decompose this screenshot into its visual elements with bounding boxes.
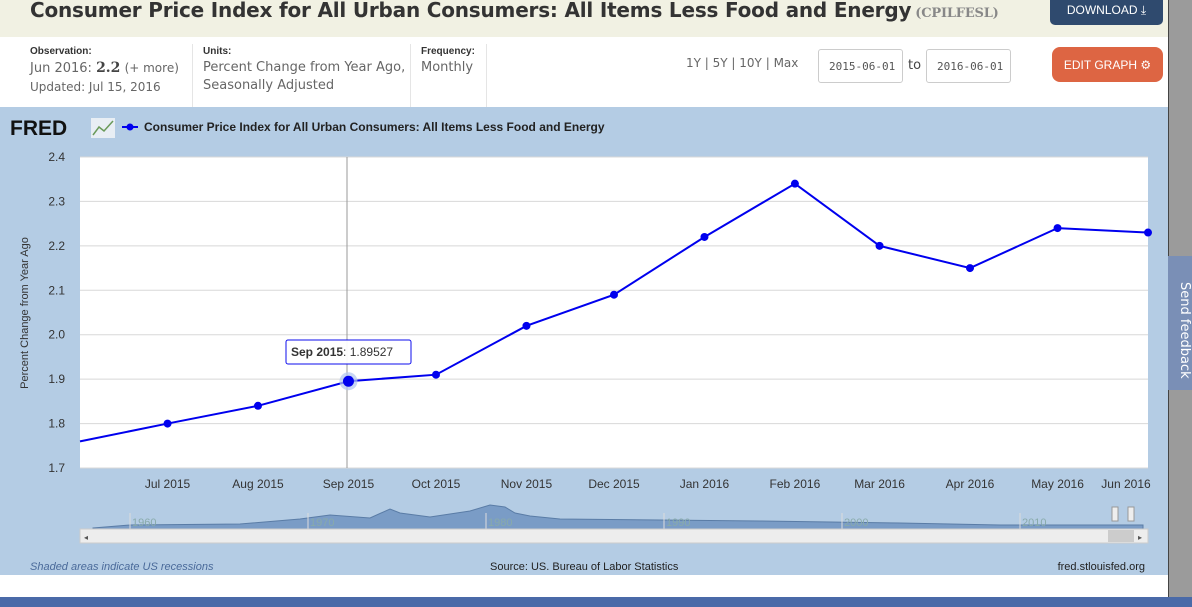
x-tick-label: Jul 2015 bbox=[145, 477, 191, 491]
navigator-label: 2000 bbox=[844, 517, 868, 529]
tooltip-value: 1.89527 bbox=[350, 345, 394, 359]
x-tick-label: May 2016 bbox=[1031, 477, 1084, 491]
data-point[interactable] bbox=[342, 375, 354, 387]
x-tick-label: Aug 2015 bbox=[232, 477, 284, 491]
x-tick-label: Jun 2016 bbox=[1101, 477, 1151, 491]
y-tick-label: 2.3 bbox=[48, 194, 65, 208]
download-button[interactable]: DOWNLOAD ⤓ bbox=[1050, 0, 1163, 25]
divider bbox=[410, 44, 411, 107]
divider bbox=[192, 44, 193, 107]
observation-label: Observation: bbox=[30, 46, 92, 57]
observation-value: 2.2 bbox=[96, 60, 121, 76]
y-axis-label: Percent Change from Year Ago bbox=[19, 237, 31, 389]
observation-date: Jun 2016: bbox=[30, 61, 92, 76]
range-5y[interactable]: 5Y bbox=[712, 56, 728, 70]
site-link[interactable]: fred.stlouisfed.org bbox=[1058, 561, 1145, 573]
fred-logo: FRED bbox=[10, 117, 67, 140]
download-icon: ⤓ bbox=[1140, 3, 1147, 17]
tooltip: Sep 2015: 1.89527 bbox=[285, 339, 412, 365]
navigator-label: 1980 bbox=[488, 517, 512, 529]
data-point[interactable] bbox=[163, 419, 172, 428]
x-tick-label: Dec 2015 bbox=[588, 477, 640, 491]
y-tick-label: 2.0 bbox=[48, 328, 65, 342]
svg-text:◂: ◂ bbox=[84, 533, 88, 542]
bottom-bar bbox=[0, 597, 1192, 607]
y-tick-label: 1.7 bbox=[48, 461, 65, 475]
recessions-note: Shaded areas indicate US recessions bbox=[30, 561, 214, 573]
x-tick-label: Feb 2016 bbox=[770, 477, 821, 491]
source-note: Source: US. Bureau of Labor Statistics bbox=[490, 561, 679, 573]
y-tick-label: 2.1 bbox=[48, 283, 65, 297]
data-point[interactable] bbox=[790, 179, 799, 188]
range-max[interactable]: Max bbox=[773, 56, 799, 70]
frequency-value: Monthly bbox=[421, 60, 474, 75]
range-1y[interactable]: 1Y bbox=[686, 56, 701, 70]
x-tick-label: Oct 2015 bbox=[412, 477, 461, 491]
units-value-1: Percent Change from Year Ago, bbox=[203, 60, 406, 75]
series-title: Consumer Price Index for All Urban Consu… bbox=[30, 0, 912, 22]
plot-area bbox=[80, 157, 1148, 468]
range-selector: 1Y | 5Y | 10Y | Max bbox=[686, 56, 799, 70]
data-point[interactable] bbox=[875, 241, 884, 250]
more-link[interactable]: (+ more) bbox=[124, 61, 179, 75]
navigator-label: 1970 bbox=[310, 517, 334, 529]
page-title: Consumer Price Index for All Urban Consu… bbox=[30, 0, 999, 22]
updated-date: Updated: Jul 15, 2016 bbox=[30, 80, 161, 94]
navigator[interactable]: 1960 1970 1980 1990 2000 2010 bbox=[92, 504, 1144, 530]
edit-graph-button[interactable]: EDIT GRAPH ⚙ bbox=[1052, 47, 1163, 82]
series-id: (CPILFESL) bbox=[915, 6, 999, 21]
frequency-block: Frequency: Monthly bbox=[421, 46, 475, 77]
y-tick-label: 2.4 bbox=[48, 150, 65, 164]
y-tick-label: 1.9 bbox=[48, 372, 65, 386]
x-tick-label: Jan 2016 bbox=[680, 477, 730, 491]
chart-icon bbox=[91, 118, 115, 138]
start-date-input[interactable]: 2015-06-01 bbox=[818, 49, 903, 83]
divider bbox=[486, 44, 487, 107]
frequency-label: Frequency: bbox=[421, 46, 475, 57]
tooltip-label: Sep 2015 bbox=[291, 345, 343, 359]
data-point[interactable] bbox=[966, 264, 974, 273]
data-point[interactable] bbox=[432, 370, 440, 379]
data-point[interactable] bbox=[1144, 228, 1152, 237]
x-tick-label: Sep 2015 bbox=[323, 477, 375, 491]
data-point[interactable] bbox=[1053, 224, 1062, 233]
units-block: Units: Percent Change from Year Ago, Sea… bbox=[203, 46, 405, 95]
svg-text:Sep 2015: 1.89527: Sep 2015: 1.89527 bbox=[291, 345, 393, 359]
legend-label: Consumer Price Index for All Urban Consu… bbox=[144, 120, 605, 134]
navigator-label: 1990 bbox=[666, 517, 690, 529]
data-point[interactable] bbox=[700, 232, 709, 241]
data-point[interactable] bbox=[254, 401, 262, 410]
end-date-input[interactable]: 2016-06-01 bbox=[926, 49, 1011, 83]
y-tick-label: 2.2 bbox=[48, 239, 65, 253]
svg-text:▸: ▸ bbox=[1138, 533, 1142, 542]
to-label: to bbox=[908, 58, 922, 73]
navigator-label: 2010 bbox=[1022, 517, 1046, 529]
units-value-2: Seasonally Adjusted bbox=[203, 78, 335, 93]
download-label: DOWNLOAD bbox=[1066, 3, 1138, 17]
horizontal-scrollbar[interactable]: ◂ ▸ bbox=[79, 528, 1149, 544]
legend-item[interactable]: Consumer Price Index for All Urban Consu… bbox=[122, 120, 605, 134]
edit-graph-label: EDIT GRAPH bbox=[1063, 58, 1137, 72]
gear-icon: ⚙ bbox=[1140, 58, 1152, 72]
x-tick-label: Mar 2016 bbox=[854, 477, 905, 491]
navigator-label: 1960 bbox=[132, 517, 156, 529]
range-10y[interactable]: 10Y bbox=[739, 56, 762, 70]
y-tick-label: 1.8 bbox=[48, 417, 65, 431]
x-tick-label: Apr 2016 bbox=[946, 477, 995, 491]
x-tick-label: Nov 2015 bbox=[501, 477, 553, 491]
units-label: Units: bbox=[203, 46, 232, 57]
chart: FRED Consumer Price Index for All Urban … bbox=[10, 117, 1152, 573]
data-point[interactable] bbox=[610, 290, 618, 299]
observation-block: Observation: Jun 2016: 2.2 (+ more) Upda… bbox=[30, 46, 179, 96]
data-point[interactable] bbox=[522, 321, 531, 330]
send-feedback-tab[interactable]: Send feedback bbox=[1168, 256, 1192, 390]
header-bar bbox=[0, 0, 1168, 37]
